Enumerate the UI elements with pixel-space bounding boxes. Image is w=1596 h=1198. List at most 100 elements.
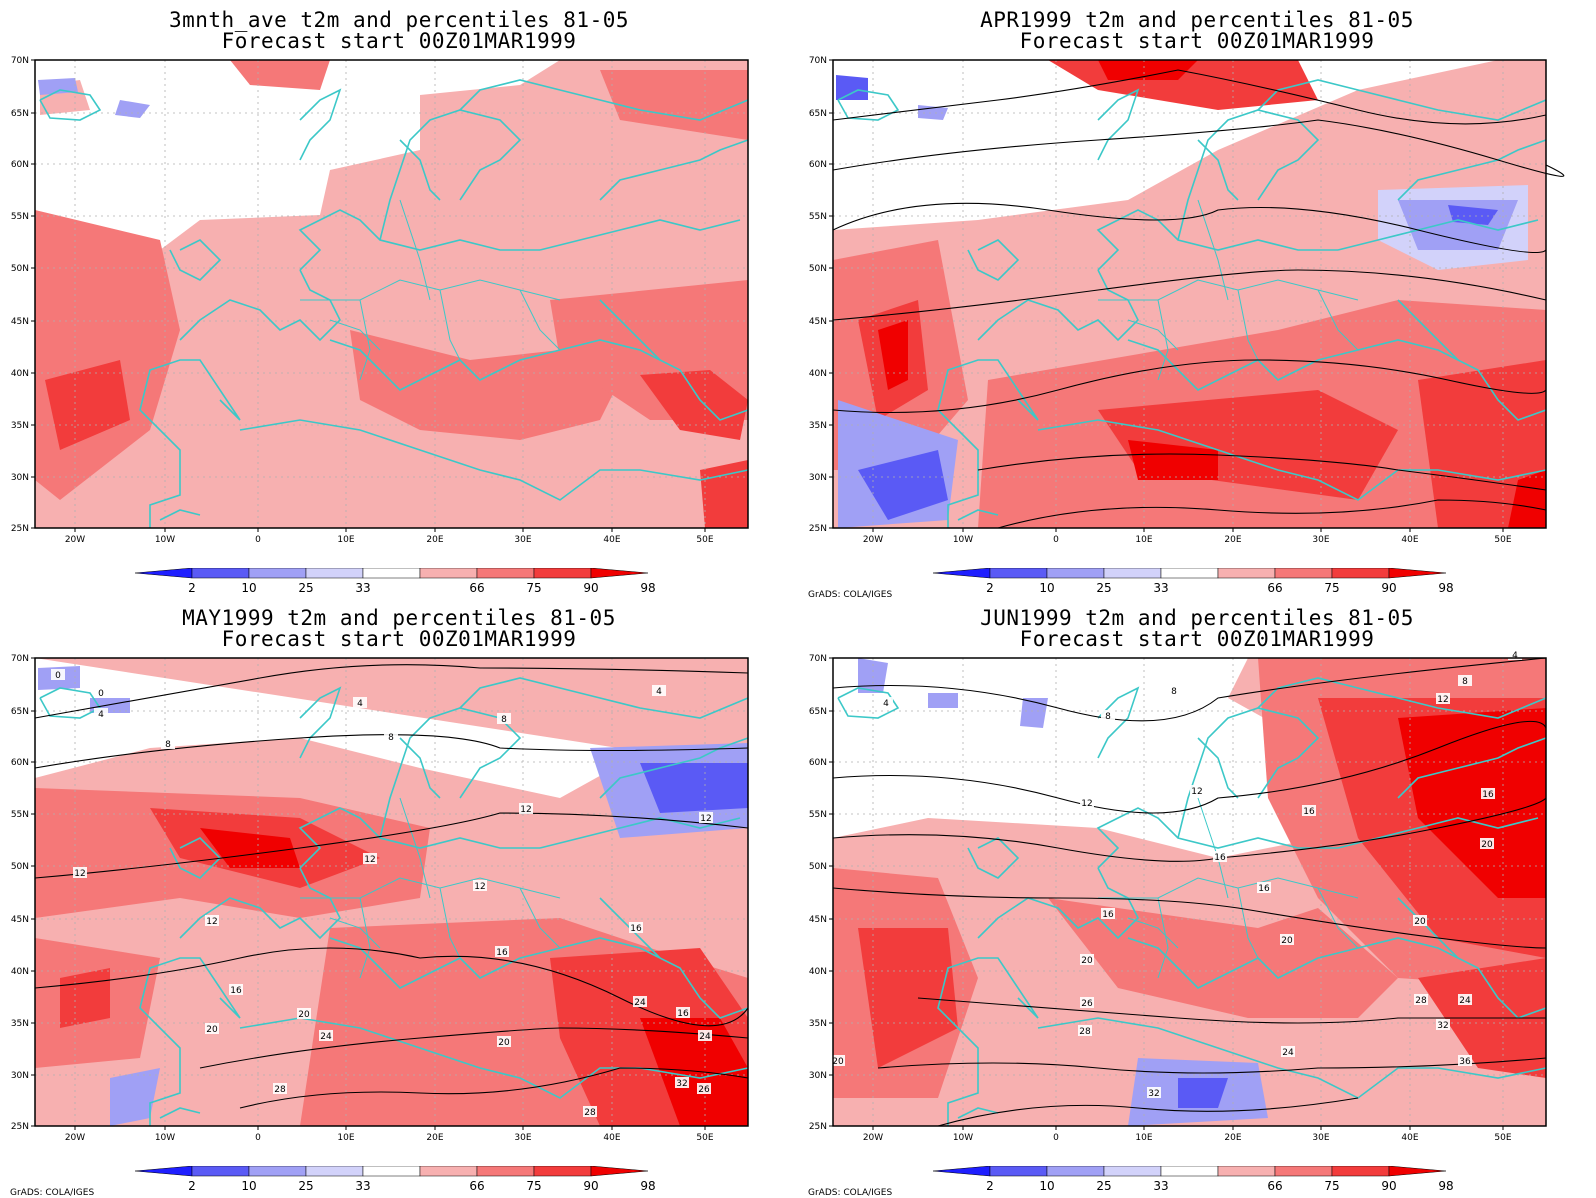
coastline	[298, 209, 540, 271]
y-tick-label: 60N	[809, 160, 827, 170]
country-border	[1157, 299, 1169, 381]
country-border	[519, 887, 561, 949]
panel-apr1999: APR1999 t2m and percentiles 81-05 Foreca…	[798, 0, 1596, 600]
y-tick-label: 70N	[809, 654, 827, 664]
panel-jun1999: JUN1999 t2m and percentiles 81-05 Foreca…	[798, 598, 1596, 1198]
panel-subtitle: Forecast start 00Z01MAR1999	[221, 29, 577, 53]
contour-label-bg	[1147, 1087, 1161, 1098]
coastline	[299, 686, 342, 759]
colorbar-label: 90	[1381, 581, 1396, 595]
colorbar-label: 25	[1096, 581, 1111, 595]
grads-credit: GrADS: COLA/IGES	[808, 590, 893, 600]
colorbar-label: 90	[583, 581, 598, 595]
x-tick-label: 10E	[337, 535, 354, 545]
temperature-contour	[34, 664, 749, 719]
contour-label-bg	[384, 731, 398, 742]
percentile-shading	[115, 100, 150, 118]
colorbar-segment	[1274, 568, 1333, 579]
country-border	[1237, 289, 1259, 361]
y-tick-label: 35N	[809, 421, 827, 431]
y-tick-label: 40N	[809, 369, 827, 379]
coastline	[957, 509, 999, 521]
percentile-map: 4040004848488128121616161620202024242424…	[809, 56, 1565, 545]
contour-label-bg	[697, 1083, 711, 1094]
contour-label: 12	[364, 855, 375, 865]
colorbar-label: 98	[1438, 581, 1453, 595]
colorbar-segment	[362, 568, 421, 579]
contour-label-bg	[94, 708, 108, 719]
colorbar-label: 75	[526, 581, 541, 595]
country-border	[1317, 289, 1359, 351]
x-tick-label: 30E	[1312, 1133, 1329, 1143]
percentile-shading	[700, 460, 748, 528]
contour-label-bg	[1436, 693, 1450, 704]
y-tick-label: 30N	[11, 473, 29, 483]
coastline	[1397, 139, 1547, 201]
colorbar-segment	[1160, 568, 1219, 579]
contour-label-bg	[1302, 805, 1316, 816]
contour-label: 24	[1282, 1048, 1294, 1058]
colorbar-segment	[1103, 568, 1162, 579]
colorbar-label: 98	[640, 581, 655, 595]
contour-label: 12	[74, 869, 85, 879]
x-tick-label: 50E	[1494, 1133, 1511, 1143]
contour-label-bg	[1213, 851, 1227, 862]
percentile-map: 0 0 4 4 4 8 8 8 12 12 12 12 12 12 16 16 16 16 20 20 20 24 24 24…	[11, 654, 749, 1143]
contour-label: 16	[1214, 853, 1226, 863]
coastline	[159, 1107, 201, 1119]
coastline	[599, 299, 661, 361]
map-area: 0 0 4 4 4 8 8 8 12 12 12 12 12 12 16 16 16 16 20 20 20 24 24 24…	[11, 654, 749, 1143]
contour-label: 20	[1481, 840, 1493, 850]
coastline	[139, 359, 241, 528]
x-tick-label: 10W	[953, 535, 973, 545]
panel-title: APR1999 t2m and percentiles 81-05	[980, 8, 1414, 32]
coastline	[977, 269, 1139, 342]
coastline	[539, 219, 741, 251]
colorbar-label: 2	[188, 581, 196, 595]
colorbar-arrow-right	[590, 1166, 649, 1177]
coastline	[1257, 677, 1547, 719]
contour-label: 8	[388, 733, 394, 743]
y-tick-label: 55N	[11, 212, 29, 222]
contour-label-bg	[1481, 788, 1495, 799]
panel-subtitle: Forecast start 00Z01MAR1999	[1019, 627, 1375, 651]
colorbar-label: 2	[986, 1179, 994, 1193]
y-tick-label: 25N	[11, 1122, 29, 1132]
contour-label: 12	[474, 882, 485, 892]
contour-label-bg	[633, 996, 647, 1007]
colorbar-label: 2	[986, 581, 994, 595]
x-tick-label: 10E	[1135, 535, 1152, 545]
x-tick-label: 20E	[1224, 1133, 1241, 1143]
y-tick-label: 65N	[11, 109, 29, 119]
temperature-contour	[832, 69, 1547, 125]
colorbar-label: 10	[1039, 1179, 1054, 1193]
coastline	[399, 139, 441, 201]
country-border	[1317, 887, 1359, 949]
y-tick-label: 60N	[809, 758, 827, 768]
temperature-contour	[34, 812, 749, 879]
y-tick-label: 55N	[809, 810, 827, 820]
x-tick-label: 20E	[426, 535, 443, 545]
y-tick-label: 40N	[11, 369, 29, 379]
y-tick-label: 50N	[809, 264, 827, 274]
map-frame	[34, 657, 749, 1127]
x-tick-label: 20W	[863, 1133, 883, 1143]
contour-label-bg	[1413, 915, 1427, 926]
map-frame	[832, 657, 1547, 1127]
percentile-shading	[878, 320, 908, 390]
coastline	[1127, 339, 1319, 391]
contour-label: 4	[357, 699, 363, 709]
x-tick-label: 20E	[1224, 535, 1241, 545]
y-tick-label: 30N	[809, 1071, 827, 1081]
percentile-shading	[1178, 1078, 1228, 1108]
coastline	[937, 957, 1039, 1126]
colorbar-label: 25	[1096, 1179, 1111, 1193]
colorbar-label: 10	[241, 581, 256, 595]
colorbar-segment	[362, 1166, 421, 1177]
contour-label: 16	[1258, 884, 1270, 894]
temperature-contour	[917, 997, 1546, 1024]
contour-label-bg	[1414, 994, 1428, 1005]
country-border	[399, 797, 431, 899]
colorbar-segment	[1274, 1166, 1333, 1177]
contour-label: 20	[1414, 917, 1426, 927]
